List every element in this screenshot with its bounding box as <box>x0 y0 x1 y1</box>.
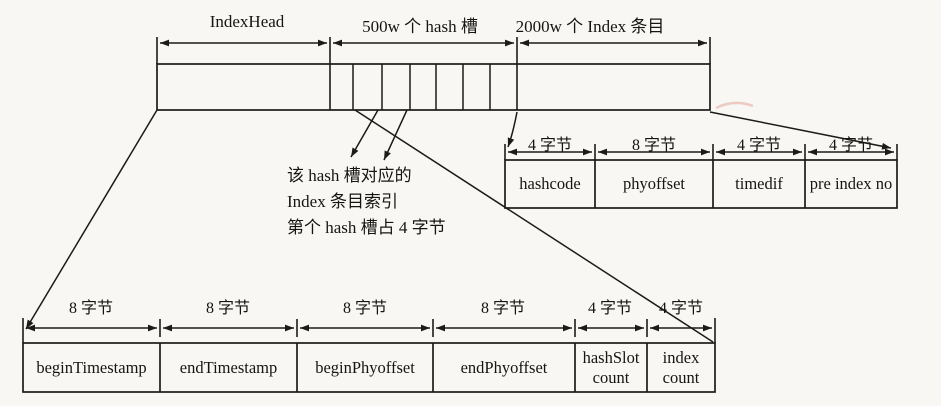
expansion-lines <box>25 109 714 343</box>
section-label-index-entries: 2000w 个 Index 条目 <box>515 17 665 36</box>
entry-pointer-arrows <box>507 111 892 150</box>
entry-field-hashcode: hashcode <box>519 174 581 194</box>
entry-field-pre-index-no: pre index no <box>809 174 893 194</box>
top-bar-shape <box>156 63 711 111</box>
head-field-endtimestamp: endTimestamp <box>179 357 278 377</box>
head-field-index-count: index count <box>662 347 700 387</box>
entry-size-label: 4 字节 <box>736 137 782 154</box>
head-field-begintimestamp: beginTimestamp <box>36 357 147 377</box>
entry-size-label: 4 字节 <box>828 137 874 154</box>
head-field-beginphyoffset: beginPhyoffset <box>315 357 415 377</box>
section-label-indexhead: IndexHead <box>209 12 285 31</box>
head-field-hashslot-count: hashSlot count <box>582 347 640 387</box>
entry-size-label: 4 字节 <box>527 137 573 154</box>
slot-to-entry-arrow <box>507 111 518 148</box>
scan-smudge <box>715 101 754 110</box>
hash-slot-dividers <box>352 64 491 110</box>
entry-bar-shape <box>504 159 898 209</box>
head-bar-shape <box>22 342 716 393</box>
head-size-label: 4 字节 <box>587 300 633 317</box>
expansion-line-right <box>354 109 714 343</box>
entry-field-phyoffset: phyoffset <box>622 174 686 194</box>
head-size-label: 8 字节 <box>68 300 114 317</box>
section-label-hash-slots: 500w 个 hash 槽 <box>362 17 478 36</box>
note-line: Index 条目索引 <box>287 192 398 211</box>
head-size-label: 8 字节 <box>342 300 388 317</box>
dimension-arrows-head <box>22 318 716 343</box>
expansion-line-left <box>25 109 158 330</box>
note-line: 该 hash 槽对应的 <box>287 166 412 185</box>
bar-to-entry-arrow <box>709 111 892 150</box>
head-size-label: 8 字节 <box>480 300 526 317</box>
head-field-endphyoffset: endPhyoffset <box>460 357 548 377</box>
dimension-arrows-top <box>156 37 711 110</box>
head-size-label: 8 字节 <box>205 300 251 317</box>
entry-field-timedif: timedif <box>735 174 783 194</box>
head-size-label: 4 字节 <box>658 300 704 317</box>
note-line: 第个 hash 槽占 4 字节 <box>287 218 446 237</box>
slot-pointer-arrows <box>350 109 408 161</box>
entry-size-label: 8 字节 <box>631 137 677 154</box>
dimension-arrows-entry <box>504 144 898 160</box>
